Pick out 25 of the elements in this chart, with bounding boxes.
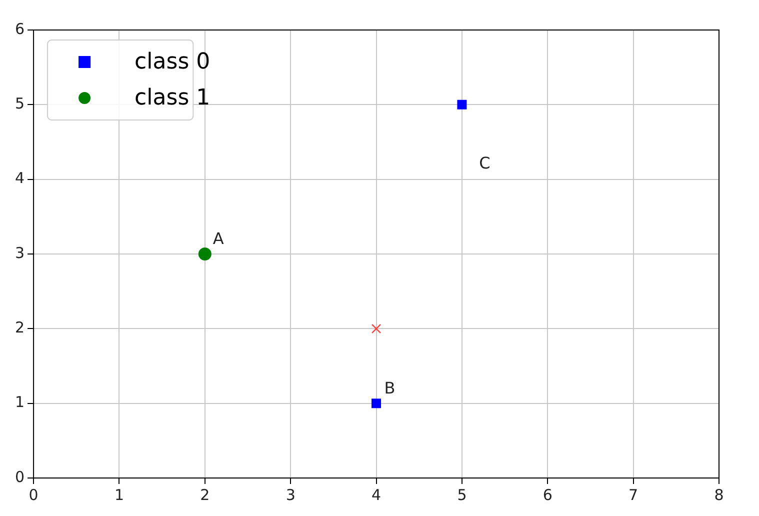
x-tick-label: 8 (714, 486, 724, 504)
y-tick-label: 0 (14, 468, 25, 486)
annotation: A (212, 229, 224, 248)
x-tick-label: 7 (628, 486, 638, 504)
point (372, 398, 382, 408)
x-tick-label: 0 (28, 486, 38, 504)
annotation: B (384, 378, 396, 398)
legend-label: class 0 (134, 50, 210, 75)
x-tick-label: 3 (286, 486, 296, 504)
y-tick-label: 6 (14, 20, 25, 38)
x-tick-label: 1 (114, 486, 124, 504)
x-tick-label: 2 (200, 486, 210, 504)
y-tick-label: 5 (14, 94, 25, 113)
x-tick-label: 4 (372, 486, 382, 504)
y-tick-label: 3 (14, 244, 25, 262)
annotation: C (479, 154, 490, 173)
y-tick-label: 2 (14, 318, 25, 337)
point (371, 324, 382, 334)
x-tick-label: 5 (457, 486, 467, 504)
y-tick-label: 4 (14, 169, 25, 188)
point (457, 100, 467, 110)
legend-label: class 1 (134, 86, 210, 111)
x-tick-label: 6 (542, 486, 552, 504)
y-tick-label: 1 (14, 393, 25, 412)
point (198, 248, 212, 260)
